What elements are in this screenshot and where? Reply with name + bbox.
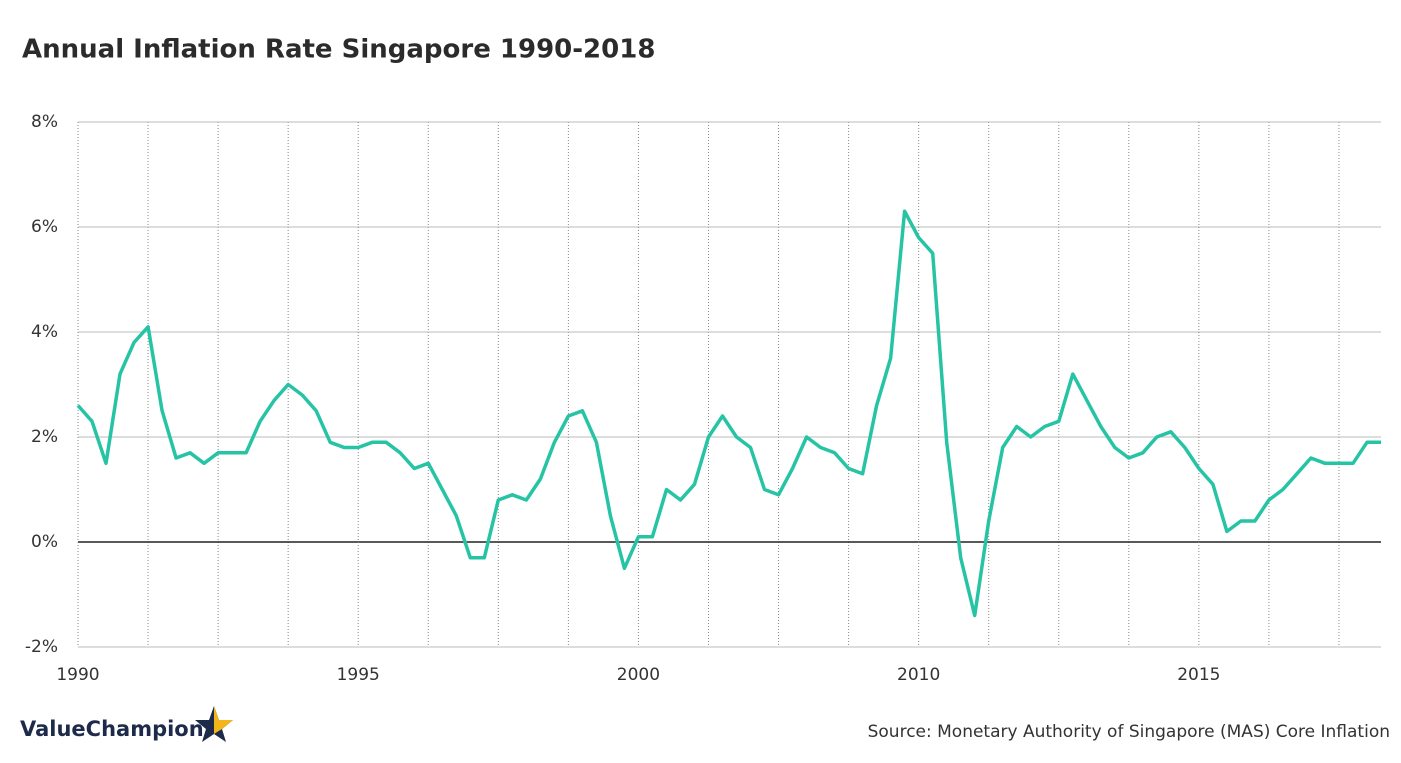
y-tick-label: 6% <box>31 217 58 237</box>
chart-title: Annual Inflation Rate Singapore 1990-201… <box>22 35 655 65</box>
y-tick-label: 2% <box>31 427 58 447</box>
x-tick-label: 2015 <box>1177 665 1220 685</box>
brand: ValueChampion <box>20 717 204 741</box>
data-line <box>76 209 1381 618</box>
y-tick-label: -2% <box>25 637 58 657</box>
y-tick-label: 4% <box>31 322 58 342</box>
source: Source: Monetary Authority of Singapore … <box>868 722 1390 742</box>
x-tick-label: 1995 <box>337 665 380 685</box>
x-tick-label: 2010 <box>897 665 940 685</box>
y-tick-label: 0% <box>31 532 58 552</box>
y-tick-label: 8% <box>31 112 58 132</box>
x-tick-label: 2000 <box>617 665 660 685</box>
x-tick-label: 1990 <box>56 665 99 685</box>
brand-star-accent <box>214 706 233 734</box>
